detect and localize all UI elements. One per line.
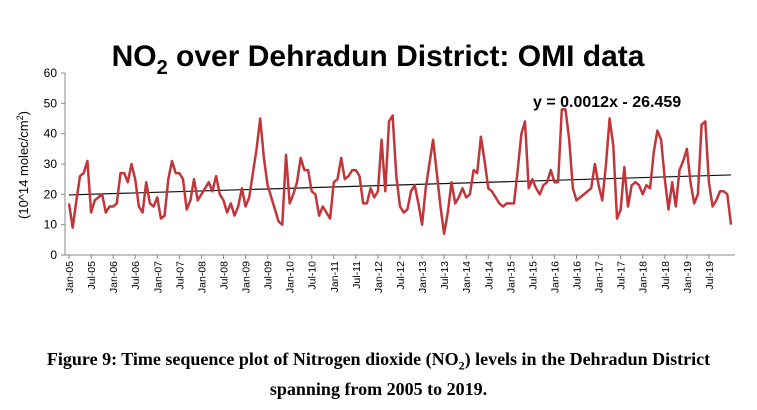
x-tick-label: Jan-14: [461, 261, 473, 293]
y-tick-label: 20: [44, 187, 58, 201]
x-axis-ticks: Jan-05 Jul-05 Jan-06 Jul-06 Jan-07 Jul-07 Jan-…: [64, 255, 716, 293]
y-tick-label: 10: [44, 218, 58, 232]
x-tick-label: Jan-10: [285, 261, 297, 293]
y-axis-label: (10^14 molec/cm2): [15, 111, 31, 219]
x-tick-label: Jan-06: [108, 261, 120, 293]
figure-caption-line2: spanning from 2005 to 2019.: [269, 379, 488, 399]
chart-title: NO2 over Dehradun District: OMI data: [112, 40, 645, 79]
y-axis-ticks: 0 10 20 30 40 50 60: [44, 66, 65, 262]
no2-series-line: [67, 108, 733, 236]
y-axis-label-tail: ): [16, 111, 31, 115]
trendline-equation: y = 0.0012x - 26.459: [533, 94, 681, 111]
y-tick-label: 60: [44, 66, 58, 80]
x-tick-label: Jan-05: [64, 261, 76, 293]
x-tick-label: Jul-11: [351, 261, 363, 289]
x-tick-label: Jul-05: [86, 261, 98, 290]
y-tick-label: 50: [44, 96, 58, 110]
x-tick-label: Jul-07: [174, 261, 186, 290]
x-tick-label: Jan-18: [638, 261, 650, 293]
x-tick-label: Jul-06: [130, 261, 142, 290]
x-tick-label: Jan-07: [152, 261, 164, 293]
x-tick-label: Jul-14: [483, 261, 495, 290]
x-tick-label: Jul-17: [616, 261, 628, 290]
x-tick-label: Jul-13: [439, 261, 451, 290]
x-tick-label: Jan-16: [549, 261, 561, 293]
x-tick-label: Jan-19: [682, 261, 694, 293]
figure-caption-line1: Figure 9: Time sequence plot of Nitrogen…: [0, 349, 757, 374]
y-tick-label: 0: [50, 248, 57, 262]
x-tick-label: Jul-19: [704, 261, 716, 290]
chart-title-main: NO: [112, 40, 157, 73]
chart-title-sub: 2: [157, 57, 168, 79]
y-axis-label-main: (10^14 molec/cm: [16, 120, 31, 219]
x-tick-label: Jul-08: [218, 261, 230, 290]
x-tick-label: Jul-12: [395, 261, 407, 290]
x-tick-label: Jul-16: [572, 261, 584, 290]
x-tick-label: Jan-12: [373, 261, 385, 293]
x-tick-label: Jan-08: [196, 261, 208, 293]
x-tick-label: Jul-18: [660, 261, 672, 290]
x-tick-label: Jan-17: [594, 261, 606, 293]
caption-text-a: Figure 9: Time sequence plot of Nitrogen…: [46, 349, 459, 369]
x-tick-label: Jan-09: [241, 261, 253, 293]
x-tick-label: Jul-10: [307, 261, 319, 290]
x-tick-label: Jan-15: [505, 261, 517, 293]
caption-sub: 2: [458, 358, 465, 373]
y-tick-label: 30: [44, 157, 58, 171]
x-tick-label: Jan-13: [417, 261, 429, 293]
y-axis-label-sup: 2: [15, 115, 25, 120]
trendline: [68, 174, 732, 196]
no2-time-series-chart: NO2 over Dehradun District: OMI data 010…: [15, 40, 735, 294]
caption-text-b: ) levels in the Dehradun District: [464, 349, 711, 369]
y-tick-label: 40: [44, 127, 58, 141]
chart-title-rest: over Dehradun District: OMI data: [168, 40, 645, 73]
x-tick-label: Jan-11: [329, 261, 341, 292]
x-tick-label: Jul-09: [263, 261, 275, 290]
x-tick-label: Jul-15: [527, 261, 539, 290]
